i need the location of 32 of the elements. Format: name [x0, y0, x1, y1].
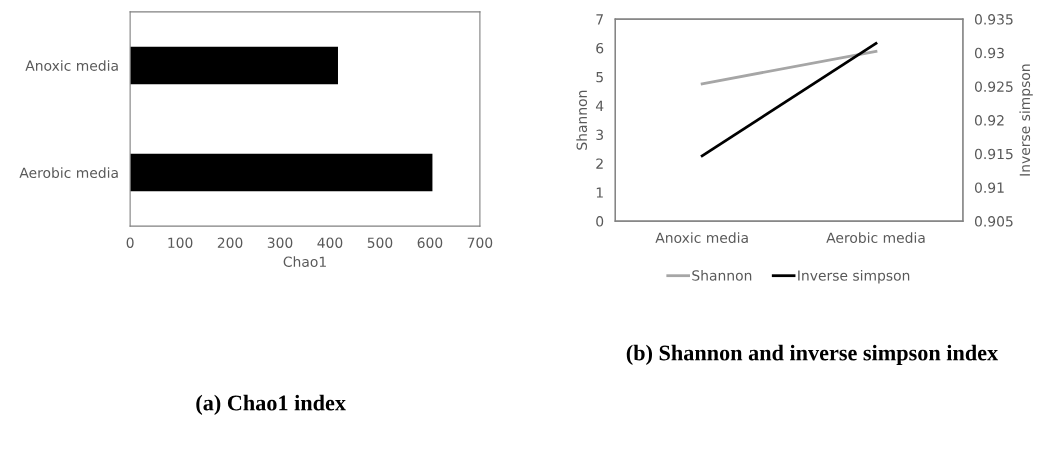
text: (b) Shannon and inverse simpson index [626, 344, 999, 365]
x-tick-label: Anoxic media [655, 232, 748, 243]
y-tick-label: 5 [596, 71, 603, 83]
y-tick-label: 6 [596, 42, 604, 54]
y2-tick-label: 0.935 [974, 14, 1013, 25]
y2-tick-label: 0.905 [974, 216, 1013, 227]
y-axis-title: Shannon [576, 90, 588, 150]
y-tick-label: 2 [596, 158, 603, 169]
y2-tick-label: 0.92 [974, 115, 1004, 126]
y2-tick-label: 0.925 [974, 81, 1013, 92]
y-tick-label: 1 [596, 187, 603, 198]
x-tick-label: 100 [168, 237, 193, 248]
x-tick-label: 500 [367, 237, 393, 248]
y-tick-label: 4 [595, 100, 604, 111]
y2-tick-label: 0.91 [974, 182, 1004, 193]
x-tick-label: 700 [467, 237, 493, 248]
y-tick-label: 3 [596, 129, 604, 141]
x-tick-label: 200 [217, 237, 243, 248]
x-tick-label: 400 [317, 237, 343, 248]
text: (a) Chao1 index [196, 394, 346, 416]
legend-label: Inverse simpson [798, 269, 910, 284]
y2-tick-label: 0.915 [974, 148, 1013, 160]
y-tick-label: 0 [596, 216, 604, 227]
x-tick-label: 300 [267, 237, 293, 248]
y2-axis-title: Inverse simpson [1019, 64, 1033, 176]
x-tick-label: 0 [126, 237, 134, 248]
legend-label: Shannon [692, 269, 752, 281]
x-tick-label: 600 [417, 237, 443, 248]
y-tick-label: 7 [596, 14, 603, 25]
y2-tick-label: 0.93 [974, 47, 1004, 59]
x-tick-label: Aerobic media [826, 232, 925, 243]
x-axis-title: Chao1 [283, 256, 326, 267]
